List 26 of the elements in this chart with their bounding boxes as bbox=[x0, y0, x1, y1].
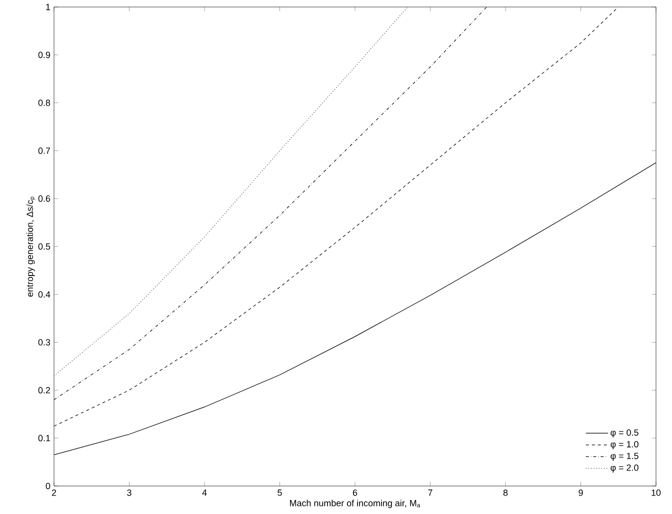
x-tick-label: 3 bbox=[127, 490, 132, 496]
x-axis-title: Mach number of incoming air, M$_{a}$ bbox=[290, 500, 420, 508]
legend-label: φ = 1.5 bbox=[610, 452, 638, 461]
y-tick-label: 0.5 bbox=[38, 243, 50, 250]
y-tick-label: 0.3 bbox=[38, 339, 50, 346]
y-tick-label: 1 bbox=[46, 4, 50, 10]
y-tick-label: 0 bbox=[46, 482, 50, 490]
x-tick-label: 4 bbox=[202, 490, 207, 496]
x-tick-label: 6 bbox=[352, 490, 358, 496]
x-tick-label: 2 bbox=[52, 490, 56, 496]
x-tick-label: 9 bbox=[578, 490, 583, 496]
y-axis-title: entropy generation, Δs/c$_{p}$ bbox=[26, 196, 36, 297]
y-tick-label: 0.7 bbox=[38, 148, 50, 154]
y-tick-label: 0.4 bbox=[38, 291, 50, 298]
x-tick-label: 8 bbox=[503, 490, 508, 496]
y-tick-label: 0.1 bbox=[38, 434, 50, 442]
x-tick-label: 10 bbox=[652, 490, 661, 496]
y-tick-label: 0.9 bbox=[38, 52, 50, 58]
legend-label: φ = 2.0 bbox=[610, 464, 638, 473]
legend-label: φ = 0.5 bbox=[610, 429, 638, 438]
x-tick-label: 5 bbox=[278, 490, 282, 496]
y-tick-label: 0.6 bbox=[38, 195, 50, 202]
x-tick-label: 7 bbox=[428, 490, 432, 496]
legend-label: φ = 1.0 bbox=[610, 441, 638, 450]
y-tick-label: 0.2 bbox=[38, 387, 50, 394]
y-tick-label: 0.8 bbox=[38, 100, 50, 106]
